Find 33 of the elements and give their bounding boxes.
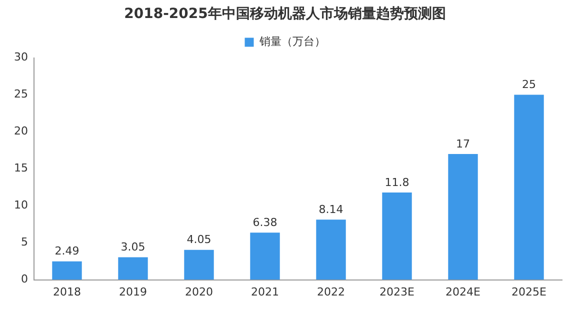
bar [316,220,346,280]
chart-title: 2018-2025年中国移动机器人市场销量趋势预测图 [124,5,446,22]
data-label: 17 [456,137,470,150]
x-tick-label: 2021 [251,285,279,298]
y-tick-label: 25 [14,88,28,101]
bar [52,261,82,280]
bar [250,232,280,280]
bar [184,250,214,280]
x-tick-label: 2019 [119,285,147,298]
bar [118,257,148,280]
x-tick-label: 2018 [52,285,81,298]
y-tick-label: 10 [14,198,28,212]
x-tick-label: 2024E [446,285,481,298]
y-tick-label: 0 [20,272,28,286]
bar [448,154,478,280]
data-label: 4.05 [186,233,212,246]
data-label: 3.05 [120,240,146,254]
bar [382,192,412,280]
y-tick-label: 20 [14,124,28,138]
x-tick-label: 2022 [317,285,345,298]
data-label: 6.38 [252,216,278,229]
x-tick-label: 2025E [512,285,547,298]
x-tick-label: 2023E [380,285,415,298]
data-label: 11.8 [384,176,410,189]
data-label: 2.49 [54,244,80,258]
data-label: 8.14 [318,202,344,216]
y-tick-label: 30 [14,50,28,64]
x-tick-label: 2020 [185,285,213,298]
legend-label: 销量（万台） [258,35,326,48]
bar [514,94,544,280]
data-label: 25 [522,78,536,92]
y-tick-label: 15 [14,162,28,175]
y-tick-label: 5 [20,236,28,249]
